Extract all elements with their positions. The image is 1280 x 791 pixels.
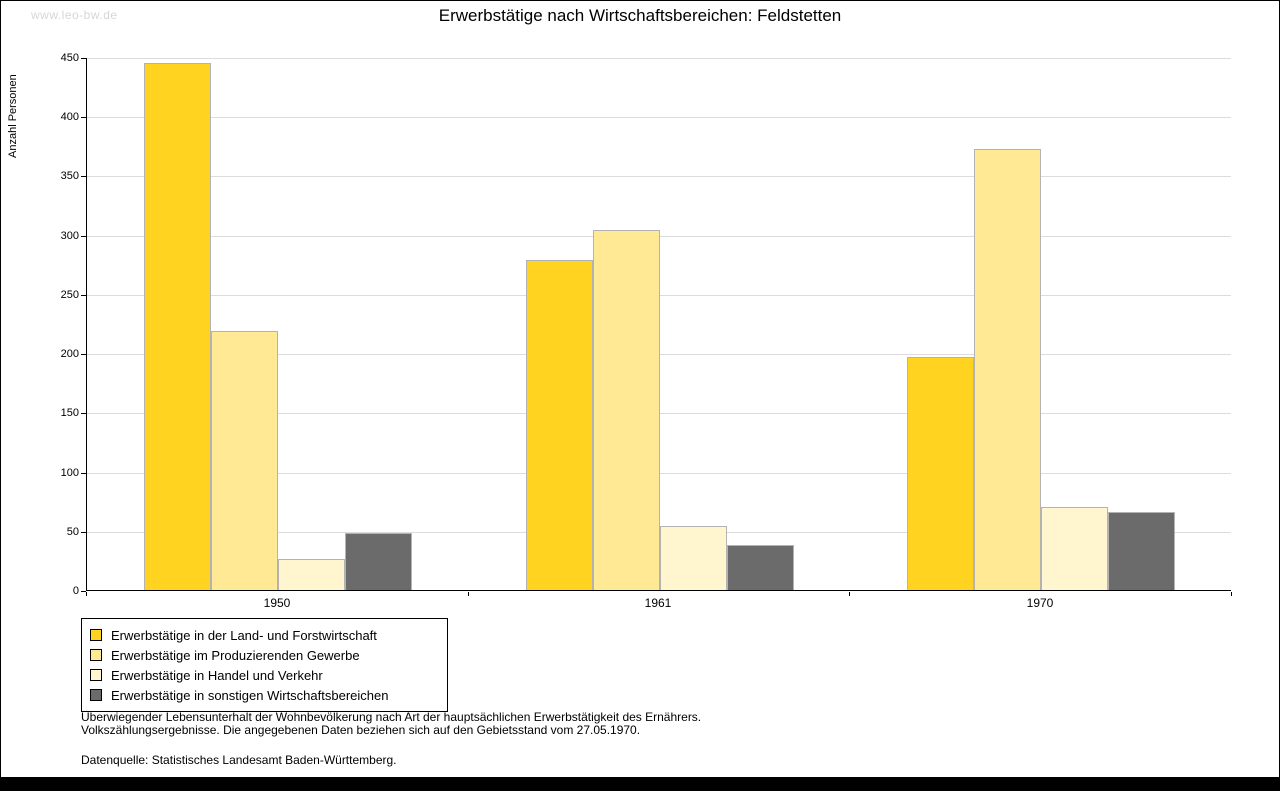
y-tick-label-400: 400 <box>60 111 79 124</box>
legend-item-handel-verkehr: Erwerbstätige in Handel und Verkehr <box>90 665 439 685</box>
footnotes: Überwiegender Lebensunterhalt der Wohnbe… <box>81 711 701 767</box>
page-title: Erwerbstätige nach Wirtschaftsbereichen:… <box>438 6 842 25</box>
y-tick-mark-450 <box>81 58 86 59</box>
bar-1970-series-3 <box>1041 507 1108 590</box>
footnote-line-2: Volkszählungsergebnisse. Die angegebenen… <box>81 723 641 737</box>
plot-area <box>86 58 1231 591</box>
legend-swatch-sonstige-wirtschaftsbereiche <box>90 689 102 701</box>
legend-swatch-handel-verkehr <box>90 669 102 681</box>
y-tick-mark-0 <box>81 591 86 592</box>
gridline-350 <box>87 176 1231 178</box>
y-tick-label-100: 100 <box>60 466 79 479</box>
y-tick-label-350: 350 <box>60 170 79 183</box>
legend-item-sonstige-wirtschaftsbereiche: Erwerbstätige in sonstigen Wirtschaftsbe… <box>90 685 439 705</box>
legend: Erwerbstätige in der Land- und Forstwirt… <box>81 618 448 712</box>
bar-1961-series-1 <box>526 260 593 590</box>
x-tick-label-1950: 1950 <box>263 596 291 610</box>
y-tick-label-250: 250 <box>60 288 79 301</box>
watermark: www.leo-bw.de <box>31 8 118 22</box>
bar-1950-series-2 <box>211 331 278 590</box>
y-tick-mark-150 <box>81 413 86 415</box>
x-tick-mark-2 <box>849 592 851 596</box>
legend-item-land-forstwirtschaft: Erwerbstätige in der Land- und Forstwirt… <box>90 625 439 645</box>
legend-label: Erwerbstätige in sonstigen Wirtschaftsbe… <box>111 687 389 703</box>
bar-1970-series-4 <box>1108 512 1175 590</box>
y-tick-mark-300 <box>81 235 86 237</box>
legend-label: Erwerbstätige im Produzierenden Gewerbe <box>111 647 360 663</box>
legend-swatch-produzierendes-gewerbe <box>90 649 102 661</box>
y-axis-title: Anzahl Personen <box>7 74 19 158</box>
y-tick-mark-200 <box>81 354 86 356</box>
legend-label: Erwerbstätige in der Land- und Forstwirt… <box>111 627 377 643</box>
legend-swatch-land-forstwirtschaft <box>90 629 102 641</box>
y-tick-mark-50 <box>81 531 86 533</box>
x-tick-mark-0 <box>86 592 87 596</box>
bar-1950-series-3 <box>278 559 345 590</box>
bar-1961-series-3 <box>660 526 727 590</box>
y-tick-mark-400 <box>81 117 86 119</box>
y-tick-label-450: 450 <box>60 52 79 64</box>
bar-1950-series-1 <box>144 63 211 590</box>
bar-1970-series-1 <box>907 357 974 590</box>
bar-1950-series-4 <box>345 533 412 590</box>
bar-1970-series-2 <box>974 149 1041 590</box>
legend-item-produzierendes-gewerbe: Erwerbstätige im Produzierenden Gewerbe <box>90 645 439 665</box>
data-source: Datenquelle: Statistisches Landesamt Bad… <box>81 753 397 767</box>
gridline-450 <box>87 58 1231 59</box>
y-tick-label-150: 150 <box>60 407 79 420</box>
y-tick-label-50: 50 <box>66 525 79 538</box>
x-tick-label-1961: 1961 <box>644 596 672 610</box>
gridline-400 <box>87 117 1231 119</box>
y-tick-mark-350 <box>81 176 86 178</box>
x-tick-mark-1 <box>467 592 469 596</box>
legend-label: Erwerbstätige in Handel und Verkehr <box>111 667 323 683</box>
bar-1961-series-4 <box>727 545 794 590</box>
y-tick-label-300: 300 <box>60 229 79 242</box>
y-tick-mark-100 <box>81 472 86 474</box>
footnote-line-1: Überwiegender Lebensunterhalt der Wohnbe… <box>81 710 702 724</box>
y-tick-label-0: 0 <box>72 585 79 597</box>
y-tick-label-200: 200 <box>60 348 79 361</box>
x-tick-mark-3 <box>1231 592 1232 596</box>
x-tick-label-1970: 1970 <box>1026 596 1054 610</box>
bottom-border-bar <box>1 777 1279 790</box>
y-tick-mark-250 <box>81 294 86 296</box>
bar-1961-series-2 <box>593 230 660 590</box>
